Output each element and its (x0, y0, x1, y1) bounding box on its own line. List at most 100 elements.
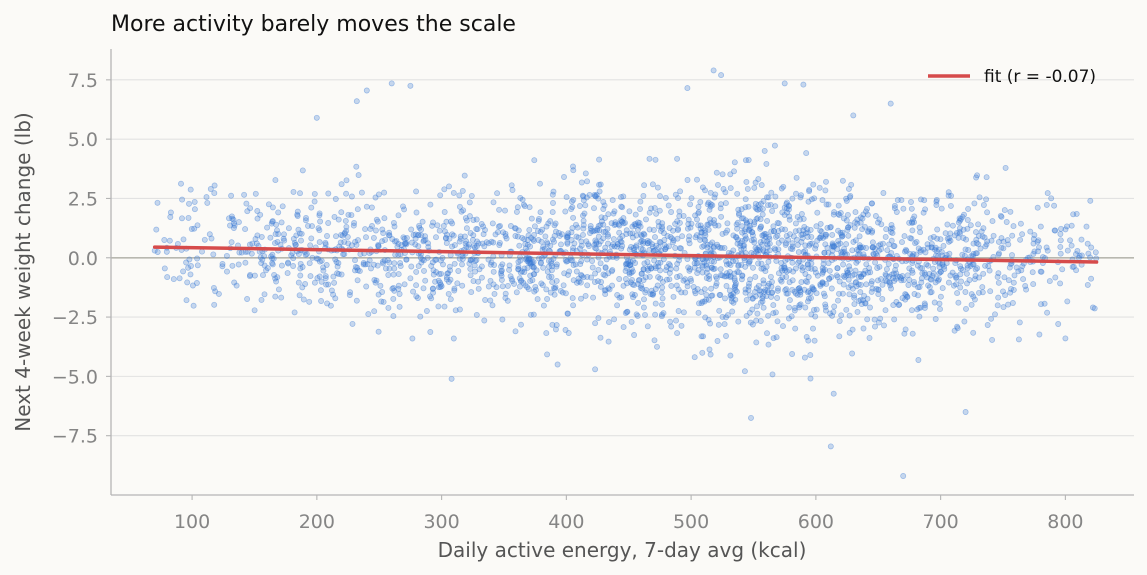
data-point (553, 228, 559, 235)
data-point (354, 267, 361, 274)
data-point (853, 259, 860, 266)
data-point (482, 227, 488, 233)
data-point (821, 266, 828, 273)
data-point (715, 222, 722, 229)
data-point (591, 279, 598, 285)
data-point (806, 186, 813, 193)
data-point (899, 273, 906, 279)
data-point (611, 222, 618, 228)
data-point (618, 218, 625, 225)
data-point (754, 215, 761, 222)
data-point (1018, 267, 1025, 274)
data-point (804, 279, 811, 285)
data-point (585, 241, 592, 248)
data-point (731, 277, 738, 284)
y-tick-label: −5.0 (52, 366, 98, 388)
data-point (437, 281, 444, 288)
data-point (288, 252, 295, 259)
data-point (298, 230, 305, 237)
data-point (596, 181, 603, 188)
data-point (933, 198, 940, 205)
data-point (809, 240, 816, 247)
data-point (534, 296, 541, 303)
data-point (661, 230, 667, 237)
data-point (568, 257, 574, 264)
data-point (644, 240, 651, 247)
data-point (685, 221, 692, 227)
data-point (869, 244, 876, 251)
data-point (789, 351, 796, 357)
data-point (839, 249, 846, 256)
data-point (467, 256, 474, 263)
data-point (436, 271, 443, 278)
data-point (386, 259, 393, 266)
data-point (316, 212, 323, 219)
data-point (1059, 266, 1066, 273)
data-point (934, 235, 941, 242)
data-point (618, 194, 624, 201)
data-point (927, 235, 934, 242)
data-point (679, 233, 686, 240)
data-point (883, 272, 890, 279)
data-point (1037, 223, 1044, 230)
data-point (1034, 204, 1041, 211)
data-point (211, 182, 218, 189)
data-point (694, 270, 701, 276)
data-point (747, 225, 754, 232)
data-point (659, 223, 665, 230)
data-point (661, 241, 668, 248)
data-point (204, 199, 211, 206)
data-point (391, 265, 398, 272)
data-point (570, 244, 577, 251)
data-point (252, 236, 259, 242)
data-point (515, 227, 522, 234)
data-point (627, 258, 634, 265)
data-point (742, 286, 749, 293)
data-point (746, 259, 753, 265)
data-point (967, 222, 974, 229)
data-point (354, 277, 361, 284)
data-point (784, 290, 791, 297)
data-point (496, 206, 503, 213)
data-point (730, 247, 737, 254)
data-point (550, 188, 557, 195)
data-point (699, 298, 706, 305)
data-point (252, 190, 259, 197)
data-point (463, 238, 470, 245)
data-point (706, 272, 713, 279)
data-point (817, 234, 824, 241)
data-point (674, 235, 681, 242)
data-point (294, 211, 301, 218)
data-point (596, 241, 602, 248)
data-point (957, 216, 964, 223)
data-point (593, 245, 600, 252)
data-point (1030, 240, 1037, 247)
data-point (659, 225, 666, 232)
data-point (936, 300, 943, 307)
data-point (568, 237, 575, 243)
data-point (856, 233, 863, 240)
data-point (960, 235, 967, 241)
data-point (853, 283, 860, 290)
data-point (371, 277, 378, 283)
data-point (617, 235, 623, 242)
data-point (773, 334, 780, 341)
data-point (736, 210, 742, 217)
data-point (976, 194, 983, 201)
data-point (629, 281, 636, 288)
data-point (781, 80, 788, 87)
data-point (937, 268, 944, 275)
data-point (519, 268, 526, 275)
data-point (863, 261, 870, 268)
data-point (971, 200, 978, 207)
data-point (556, 232, 563, 239)
data-point (780, 183, 787, 190)
data-point (840, 281, 847, 288)
data-point (888, 271, 895, 278)
data-point (835, 211, 842, 217)
data-point (185, 264, 192, 271)
data-point (409, 335, 416, 342)
data-point (179, 196, 186, 203)
data-point (821, 249, 828, 256)
data-point (570, 167, 577, 174)
